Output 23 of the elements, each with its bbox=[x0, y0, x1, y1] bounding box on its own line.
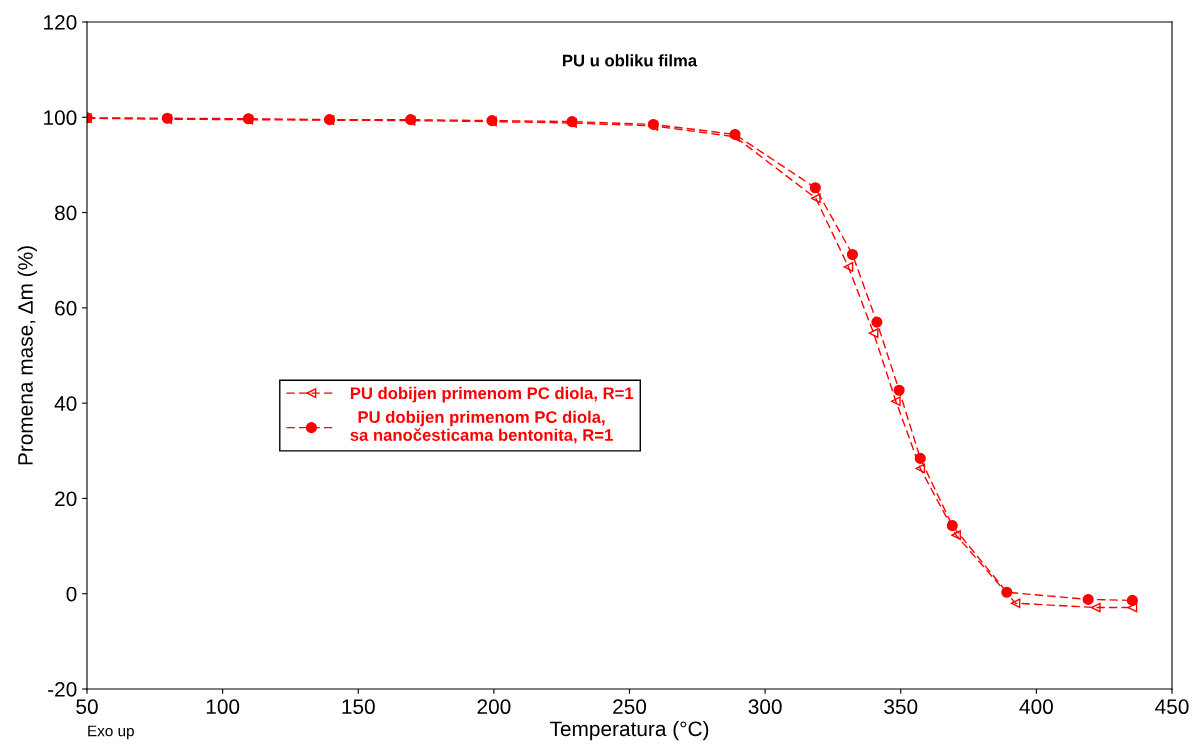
x-tick-label: 450 bbox=[1155, 699, 1189, 715]
y-tick-label: 40 bbox=[54, 396, 77, 411]
x-tick-label: 200 bbox=[477, 699, 511, 715]
x-tick-label: 250 bbox=[613, 699, 647, 715]
x-tick-label: 50 bbox=[76, 699, 98, 715]
x-tick-label: 300 bbox=[748, 699, 782, 715]
text: PU u obliku filma bbox=[563, 54, 698, 67]
legend-label: PU dobijen primenom PC diola, R=1 bbox=[350, 386, 634, 403]
x-tick-label: 150 bbox=[342, 699, 375, 715]
x-tick-label: 350 bbox=[884, 699, 918, 715]
y-tick-label: 80 bbox=[55, 205, 77, 221]
y-tick-label: 120 bbox=[44, 15, 77, 30]
y-tick-label: 0 bbox=[66, 586, 77, 602]
x-axis-title: Temperatura (°C) bbox=[549, 720, 709, 741]
y-tick-label: 60 bbox=[55, 300, 77, 316]
x-tick-label: 400 bbox=[1019, 699, 1053, 715]
y-tick-label: 20 bbox=[55, 491, 77, 507]
legend-label: PU dobijen primenom PC diola, sa nanočesticama bentonita, R=1 bbox=[350, 410, 613, 444]
text: Exo up bbox=[88, 725, 134, 740]
x-tick-label: 100 bbox=[206, 699, 240, 715]
y-tick-label: 100 bbox=[44, 110, 77, 126]
y-axis-title: Promena mase, Δm (%) bbox=[17, 246, 37, 465]
y-tick-label: -20 bbox=[48, 682, 77, 697]
